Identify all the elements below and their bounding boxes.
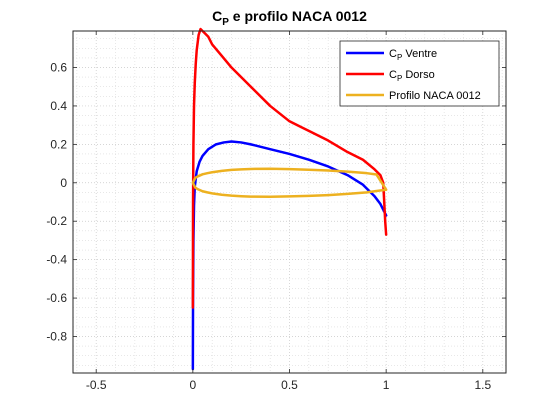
y-tick-label: -0.2 <box>46 214 67 228</box>
y-tick-label: 0 <box>60 176 67 190</box>
x-tick-label: 1.5 <box>474 378 491 392</box>
y-tick-label: -0.6 <box>46 291 67 305</box>
legend: CP Ventre CP Dorso Profilo NACA 0012 <box>339 40 500 107</box>
legend-label-profilo: Profilo NACA 0012 <box>389 90 481 102</box>
axis-tick-labels: -0.5 0 0.5 1 1.5 0.6 0.4 0.2 0 -0.2 -0.4 -0.6 -0.8 <box>46 61 491 392</box>
series-line-cp-ventre <box>191 140 388 371</box>
x-tick-label: 0.5 <box>281 378 298 392</box>
series-layer <box>191 27 388 371</box>
major-grid <box>73 31 506 373</box>
y-tick-label: 0.6 <box>50 61 67 75</box>
legend-label-dorso: CP Dorso <box>389 69 435 83</box>
series-line-cp-dorso <box>191 27 388 309</box>
x-tick-label: -0.5 <box>86 378 107 392</box>
x-tick-label: 0 <box>190 378 197 392</box>
legend-label-ventre: CP Ventre <box>389 48 437 62</box>
x-tick-label: 1 <box>383 378 390 392</box>
y-tick-label: 0.4 <box>50 99 67 113</box>
axis-ticks <box>73 31 506 373</box>
y-tick-label: -0.8 <box>46 329 67 343</box>
chart-title: CP e profilo NACA 0012 <box>212 8 367 28</box>
series-line-profilo-naca-0012 <box>191 167 388 199</box>
y-tick-label: -0.4 <box>46 253 67 267</box>
y-tick-label: 0.2 <box>50 137 67 151</box>
